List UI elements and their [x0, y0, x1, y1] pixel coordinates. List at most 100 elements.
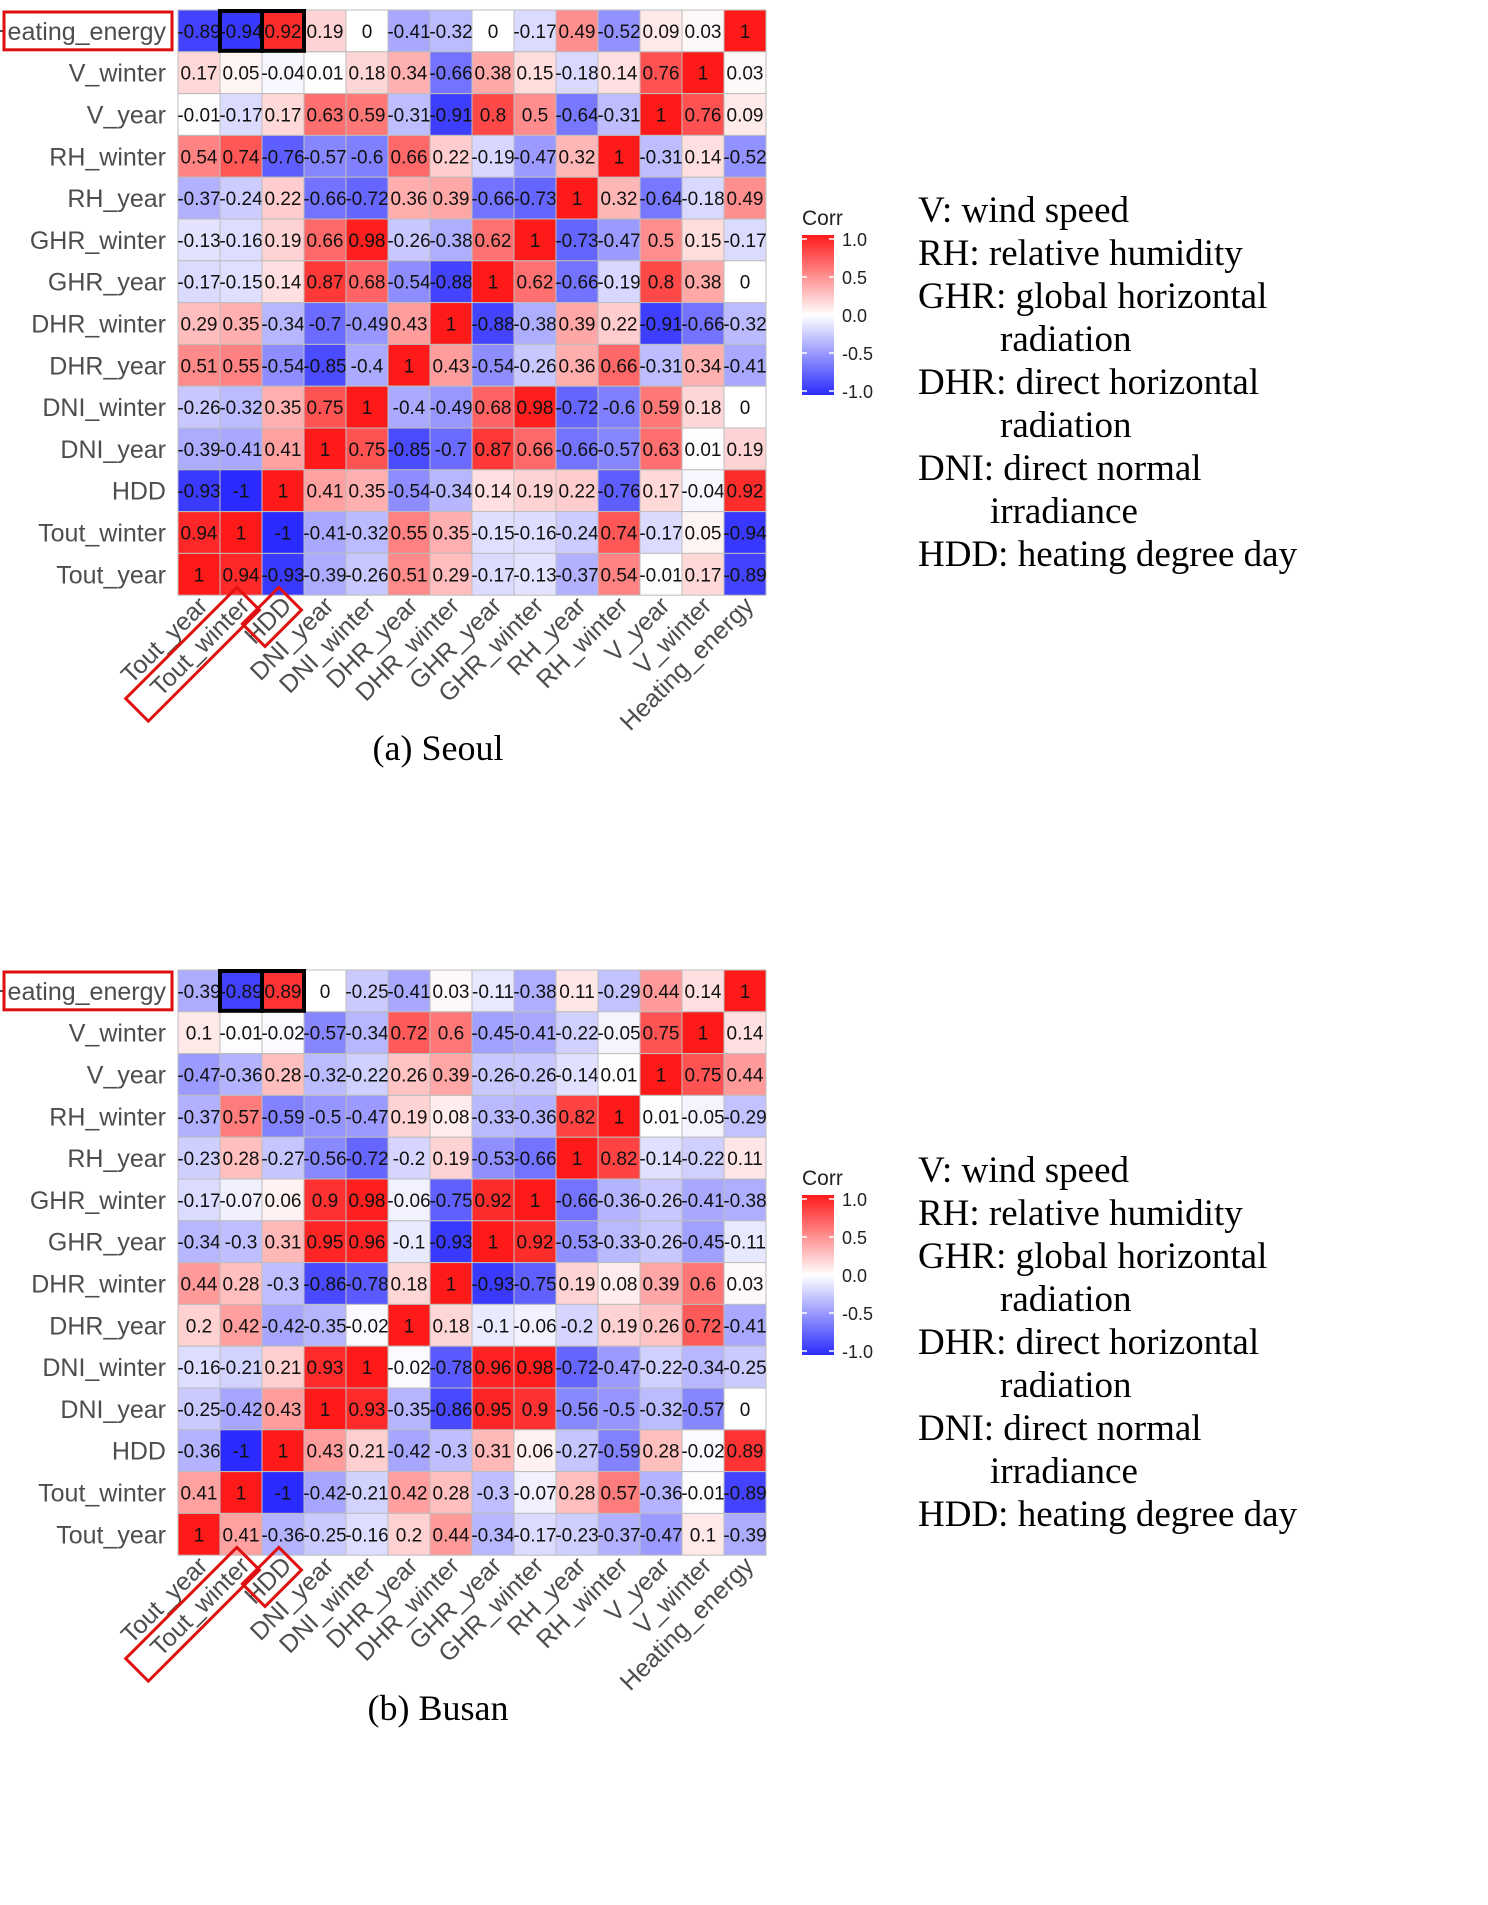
seoul-cell-value: 0.94 [181, 524, 218, 545]
busan-cell-value: -0.25 [303, 1525, 346, 1546]
busan-cell [639, 1429, 683, 1473]
busan-cell [177, 1512, 221, 1556]
seoul-cell [345, 385, 389, 429]
seoul-cell [387, 552, 431, 596]
seoul-cell [639, 469, 683, 513]
seoul-cell-value: -0.39 [303, 565, 346, 586]
busan-cell-value: 0.39 [433, 1066, 470, 1087]
busan-cell-value: -0.75 [513, 1275, 556, 1296]
busan-cell-value: -0.2 [393, 1149, 426, 1170]
busan-cell-value: 0.89 [727, 1442, 764, 1463]
seoul-cell-value: 0.34 [391, 64, 428, 85]
seoul-cell [219, 469, 263, 513]
busan-cell-value: -0.34 [471, 1525, 515, 1546]
busan-cell [513, 1262, 557, 1305]
busan-cell-value: -0.57 [303, 1024, 346, 1045]
seoul-cell [471, 93, 515, 136]
busan-definition-line: GHR: global horizontal [918, 1236, 1267, 1277]
seoul-cell-value: -0.93 [177, 482, 220, 503]
busan-cell-value: -0.25 [345, 982, 388, 1003]
busan-cell-value: -0.17 [177, 1191, 220, 1212]
busan-cell [555, 1178, 599, 1222]
busan-cell [177, 1303, 221, 1347]
busan-cell [513, 1220, 557, 1264]
busan-cell-value: 1 [698, 1024, 709, 1045]
busan-row-label: DHR_year [49, 1312, 166, 1340]
busan-cell-value: 0 [320, 982, 331, 1003]
busan-cell-value: -0.21 [345, 1484, 388, 1505]
busan-cell-value: -0.06 [387, 1191, 430, 1212]
busan-cell-value: 0.2 [186, 1316, 212, 1337]
busan-definition-line: irradiance [990, 1451, 1138, 1492]
seoul-cell [219, 427, 263, 471]
busan-cell [429, 1011, 473, 1055]
seoul-cell [471, 511, 515, 554]
busan-row-label: HDD [112, 1438, 166, 1466]
seoul-cell-value: -1 [233, 482, 250, 503]
busan-cell [723, 1512, 767, 1556]
seoul-cell-value: -0.91 [429, 106, 472, 127]
busan-cell-value: 0.82 [601, 1149, 638, 1170]
seoul-cell-value: 0.18 [685, 398, 722, 419]
seoul-cell [723, 218, 767, 262]
busan-cell-value: -0.02 [345, 1316, 388, 1337]
busan-cell-value: -0.36 [177, 1442, 220, 1463]
seoul-cell-value: -0.32 [429, 22, 472, 43]
seoul-cell-value: -0.7 [309, 315, 342, 336]
busan-cell [219, 1345, 263, 1389]
seoul-cell-value: 0.55 [391, 524, 428, 545]
seoul-cell [345, 51, 389, 95]
busan-cell-value: -0.07 [219, 1191, 262, 1212]
seoul-cell [723, 9, 767, 53]
seoul-cell-value: 0.03 [685, 22, 722, 43]
busan-cell-value: -0.42 [387, 1442, 430, 1463]
busan-cell-value: -0.36 [639, 1484, 682, 1505]
busan-cell [429, 1094, 473, 1138]
busan-cell-value: 0.75 [685, 1066, 722, 1087]
busan-legend-tick: -1.0 [842, 1342, 873, 1362]
busan-cell-value: -0.29 [723, 1107, 766, 1128]
seoul-row-label: V_winter [69, 60, 166, 88]
seoul-cell [261, 134, 305, 178]
busan-cell-value: 0.93 [349, 1400, 386, 1421]
busan-cell-value: -0.23 [177, 1149, 220, 1170]
seoul-cell [387, 51, 431, 95]
busan-cell [597, 969, 641, 1013]
busan-caption: (b) Busan [368, 1688, 509, 1728]
busan-cell [429, 1053, 473, 1096]
seoul-cell-value: 0.59 [643, 398, 680, 419]
busan-cell-value: 0.41 [181, 1484, 218, 1505]
busan-cell-value: 1 [572, 1149, 583, 1170]
seoul-cell [681, 134, 725, 178]
busan-cell-value: 0.06 [265, 1191, 302, 1212]
seoul-cell [219, 218, 263, 262]
seoul-cell-value: 0.98 [517, 398, 554, 419]
busan-cell [639, 1345, 683, 1389]
seoul-cell [387, 134, 431, 178]
seoul-legend-tick: 1.0 [842, 230, 867, 250]
busan-cell-value: 0.96 [349, 1233, 386, 1254]
busan-legend-tick: 0.0 [842, 1266, 867, 1286]
busan-cell-value: -0.59 [597, 1442, 640, 1463]
busan-cell [429, 1303, 473, 1347]
seoul-cell-value: 0.14 [601, 64, 638, 85]
busan-cell-value: -0.38 [513, 982, 556, 1003]
busan-cell-value: 0.44 [643, 982, 680, 1003]
seoul-cell-value: 0.17 [685, 565, 722, 586]
seoul-cell-value: 1 [530, 231, 541, 252]
busan-cell [513, 1178, 557, 1222]
seoul-cell-value: 1 [740, 22, 751, 43]
busan-cell-value: 1 [320, 1400, 331, 1421]
seoul-cell [513, 302, 557, 345]
busan-cell-value: 0.19 [559, 1275, 596, 1296]
seoul-cell [639, 552, 683, 596]
busan-cell-value: -0.89 [723, 1484, 766, 1505]
seoul-cell [681, 511, 725, 554]
busan-cell-value: -0.22 [681, 1149, 724, 1170]
busan-cell [597, 1262, 641, 1305]
busan-cell [219, 1011, 263, 1055]
seoul-cell [387, 218, 431, 262]
seoul-cell [555, 9, 599, 53]
busan-legend-tick: 0.5 [842, 1228, 867, 1248]
seoul-cell-value: -0.72 [345, 189, 388, 210]
